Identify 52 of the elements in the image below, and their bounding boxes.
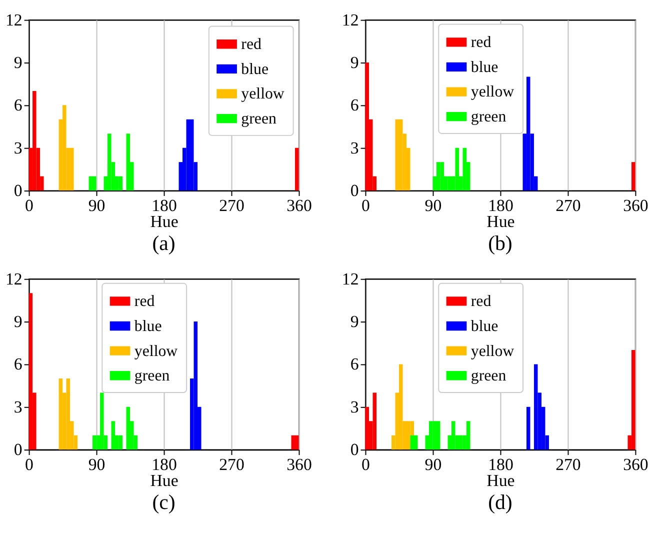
y-tick-label: 9 xyxy=(14,52,22,72)
legend-label: yellow xyxy=(470,84,515,101)
text: (a) xyxy=(152,231,176,256)
y-tick-label: 12 xyxy=(342,269,359,288)
x-tick-label: 270 xyxy=(556,196,581,215)
legend-label: green xyxy=(470,108,506,126)
x-tick-label: 270 xyxy=(219,454,244,474)
legend-label: green xyxy=(241,110,276,128)
x-tick-label: 90 xyxy=(424,454,442,474)
y-tick-label: 0 xyxy=(14,180,22,200)
y-tick-label: 6 xyxy=(350,354,359,374)
legend-label: blue xyxy=(470,318,498,335)
y-tick-label: 6 xyxy=(350,96,359,115)
y-tick-label: 3 xyxy=(14,397,22,416)
legend-label: blue xyxy=(134,318,162,335)
y-tick-label: 6 xyxy=(14,96,22,115)
y-tick-label: 9 xyxy=(350,52,359,72)
x-tick-label: 270 xyxy=(556,454,581,474)
y-tick-label: 0 xyxy=(350,440,359,460)
x-tick-label: 270 xyxy=(219,196,244,215)
y-tick-label: 3 xyxy=(350,397,359,416)
legend-label: green xyxy=(134,368,170,385)
y-tick-label: 12 xyxy=(5,269,22,288)
y-tick-label: 9 xyxy=(350,312,359,331)
y-tick-label: 9 xyxy=(14,312,22,331)
y-tick-label: 3 xyxy=(14,138,22,158)
legend-label: yellow xyxy=(470,342,515,360)
y-tick-label: 3 xyxy=(350,138,359,158)
y-tick-label: 0 xyxy=(350,180,359,200)
x-tick-label: 360 xyxy=(623,454,648,474)
text: (d) xyxy=(488,490,512,514)
text: (b) xyxy=(488,231,512,256)
x-tick-label: 90 xyxy=(424,196,442,215)
y-tick-label: 12 xyxy=(5,10,22,30)
y-tick-label: 6 xyxy=(14,354,22,374)
legend-label: blue xyxy=(241,60,269,78)
text: (c) xyxy=(152,490,176,514)
x-tick-label: 360 xyxy=(286,196,312,215)
y-tick-label: 12 xyxy=(342,10,359,30)
legend-label: red xyxy=(134,293,155,310)
y-tick-label: 0 xyxy=(14,440,22,460)
legend-label: red xyxy=(470,34,492,52)
x-tick-label: 90 xyxy=(88,454,106,474)
legend-label: yellow xyxy=(241,86,285,103)
x-tick-label: 360 xyxy=(623,196,648,215)
legend-label: yellow xyxy=(134,342,178,360)
legend-label: red xyxy=(470,293,492,310)
legend-label: green xyxy=(470,368,506,385)
x-tick-label: 360 xyxy=(286,454,312,474)
legend-label: red xyxy=(241,36,262,54)
x-tick-label: 90 xyxy=(88,196,106,215)
legend-label: blue xyxy=(470,58,498,76)
